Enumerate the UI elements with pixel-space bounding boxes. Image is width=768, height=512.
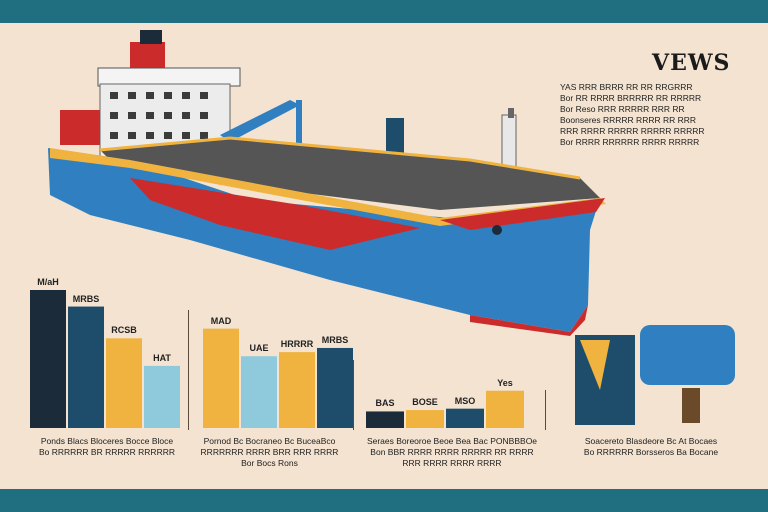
chart-bar: [486, 390, 524, 428]
bar-value-label: Yes: [497, 377, 513, 388]
stern-block: [60, 110, 100, 145]
paragraph-line: Bor RR RRRR BRRRRR RR RRRRR: [560, 93, 702, 103]
caption-line: RRR RRRR RRRR RRRR: [402, 458, 502, 468]
bar-value-label: MSO: [454, 395, 476, 406]
caption-line: Ponds Blacs Bloceres Bocce Bloce: [40, 436, 174, 446]
intro-paragraph: YAS RRR BRRR RR RR RRGRRR Bor RR RRRR BR…: [560, 82, 750, 148]
paragraph-line: YAS RRR BRRR RR RR RRGRRR: [560, 82, 693, 92]
chart-caption: Soacereto Blasdeore Bc At Bocaes Bo RRRR…: [556, 436, 746, 458]
bar-value-label: HAT: [153, 352, 171, 363]
bar-value-label: BAS: [375, 398, 395, 409]
hull-stripe-red: [130, 178, 420, 250]
funnel-top: [140, 30, 162, 44]
chart-bar: [106, 338, 142, 428]
caption-line: Pornod Bc Bocraneo Bc BuceaBco: [203, 436, 336, 446]
chart-bar: [279, 352, 315, 428]
chart-bar: [144, 365, 180, 428]
funnel-stripe: [130, 42, 165, 70]
keel-red: [470, 305, 588, 336]
paragraph-line: Bor RRRR RRRRRR RRRR RRRRR: [560, 137, 700, 147]
paragraph-line: Bor Reso RRR RRRRR RRR RR: [560, 104, 685, 114]
bow-stripe-red: [440, 198, 605, 230]
caption-line: Soacereto Blasdeore Bc At Bocaes: [584, 436, 718, 446]
deck-post: [386, 118, 404, 158]
chart-caption: Ponds Blacs Bloceres Bocce Bloce Bo RRRR…: [22, 436, 192, 458]
caption-line: Bor Bocs Rons: [241, 458, 298, 468]
chart-caption: Pornod Bc Bocraneo Bc BuceaBco RRRRRRR R…: [192, 436, 347, 469]
chart-bar: [366, 411, 404, 428]
bar-value-label: MRBS: [321, 334, 349, 345]
chart-bar: [30, 290, 66, 428]
panel-divider: [188, 310, 189, 430]
caption-line: Seraes Boreoroe Beoe Bea Bac PONBBBOe: [366, 436, 538, 446]
chart-caption: Seraes Boreoroe Beoe Bea Bac PONBBBOe Bo…: [352, 436, 552, 469]
caption-line: RRRRRRR RRRR BRR RRR RRRR: [200, 447, 339, 457]
mast-top: [508, 108, 514, 118]
crane-arm: [220, 100, 300, 142]
chart-bar: [203, 328, 239, 428]
bar-value-label: BOSE: [412, 397, 438, 408]
panel-divider: [545, 390, 546, 430]
chart-bar: [241, 356, 277, 428]
chart-bar: [68, 306, 104, 428]
deck-edge: [99, 136, 581, 180]
bar-charts: [30, 290, 524, 428]
device-stand: [682, 388, 700, 423]
chart-bar: [317, 347, 353, 428]
headline: VEWS: [652, 50, 731, 76]
bar-value-label: UAE: [249, 343, 269, 354]
bar-value-label: MRBS: [72, 293, 100, 304]
bar-value-label: HRRRR: [280, 339, 314, 350]
anchor-hole: [492, 225, 502, 235]
device-accent: [580, 340, 610, 390]
deck-surface: [100, 138, 600, 210]
chart-bar: [406, 410, 444, 428]
bar-value-label: M/aH: [37, 277, 59, 287]
paragraph-line: Boonseres RRRRR RRRR RR RRR: [560, 115, 697, 125]
device-head: [640, 325, 735, 385]
caption-line: Bon BBR RRRR RRRR RRRRR RR RRRR: [370, 447, 534, 457]
panel-divider: [353, 360, 354, 430]
crane-post: [296, 100, 302, 150]
caption-line: Bo RRRRRR Borsseros Ba Bocane: [583, 447, 719, 457]
top-band: [0, 0, 768, 23]
paragraph-line: RRR RRRR RRRRR RRRRR RRRRR: [560, 126, 705, 136]
bottom-band: [0, 489, 768, 512]
superstructure-windows: [110, 92, 208, 139]
caption-line: Bo RRRRRR BR RRRRR RRRRRR: [38, 447, 175, 457]
bar-value-label: RCSB: [111, 325, 137, 336]
chart-bar: [446, 408, 484, 428]
bridge-deck: [97, 67, 241, 87]
bar-value-label: MAD: [210, 315, 232, 326]
